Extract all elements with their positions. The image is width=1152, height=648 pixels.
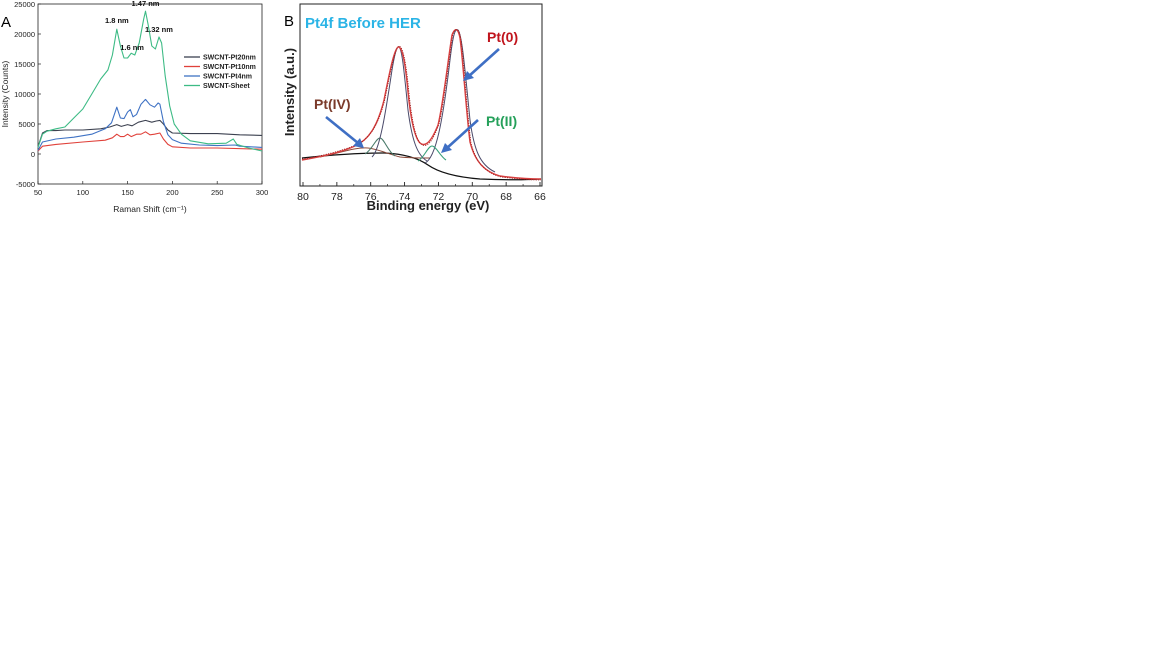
panel-b-arrowhead-pt0 (463, 71, 474, 81)
legend-label: SWCNT-Pt20nm (203, 55, 256, 62)
panel-b-letter: B (284, 13, 294, 30)
panel-a-letter: A (1, 14, 11, 31)
panel-b-arrow-pt2 (446, 119, 479, 149)
panel-a-series-line-swcnt-pt10nm (37, 131, 263, 152)
panel-a-series-line-swcnt-pt20nm (37, 119, 263, 147)
panel-a-chart: A 50 100 150 200 250 300 -5000 0 5000 10000 15000 2… (0, 0, 268, 214)
panel-a-x-tick-label: 200 (166, 188, 179, 197)
panel-b-pt0-peak-low-be (424, 29, 496, 173)
legend-label: SWCNT-Sheet (203, 83, 250, 90)
panel-b-arrowhead-pt2 (441, 143, 452, 153)
panel-b-pt-iv-component (319, 147, 431, 159)
panel-b-plot-frame (299, 3, 543, 187)
panel-b-arrow-pt4 (325, 115, 359, 145)
panel-a-y-tick-label: 0 (31, 150, 35, 159)
panel-a-x-tick-label: 50 (34, 188, 42, 197)
panel-b-label-pt4: Pt(IV) (314, 96, 351, 112)
panel-a-ticks: 50 100 150 200 250 300 -5000 0 5000 10000 15000 200… (14, 0, 268, 197)
panel-b-x-tick-label: 70 (466, 191, 478, 203)
panel-b-y-axis-title: Intensity (a.u.) (282, 48, 297, 136)
panel-b-label-pt2: Pt(II) (486, 113, 517, 129)
panel-b-x-tick-label: 72 (433, 191, 445, 203)
panel-b-ticks: 80 78 76 74 72 70 68 66 (297, 182, 546, 203)
panel-b-title: Pt4f Before HER (305, 15, 421, 32)
legend-label: SWCNT-Pt4nm (203, 74, 252, 81)
panel-b-x-tick-label: 76 (365, 191, 377, 203)
panel-b-arrowhead-pt4 (353, 138, 364, 148)
panel-a-y-tick-label: 10000 (14, 90, 35, 99)
panel-a-peak-label: 1.32 nm (145, 25, 173, 34)
panel-a-peak-label: 1.6 nm (120, 43, 144, 52)
panel-b-x-tick-label: 68 (500, 191, 512, 203)
panel-b-pt0-peak-high-be (371, 46, 428, 162)
panel-b-x-tick-label: 74 (399, 191, 411, 203)
panel-a-x-tick-label: 100 (77, 188, 90, 197)
panel-a-y-tick-label: 5000 (18, 120, 35, 129)
panel-a-y-tick-label: 15000 (14, 60, 35, 69)
legend-label: SWCNT-Pt10nm (203, 64, 256, 71)
panel-b-x-tick-label: 66 (534, 191, 546, 203)
panel-a-y-axis-title: Intensity (Counts) (0, 61, 10, 128)
panel-b-background-line (301, 152, 542, 181)
panel-b-x-tick-label: 80 (297, 191, 309, 203)
panel-a-peak-label: 1.8 nm (105, 16, 129, 25)
panel-a-peak-labels: 1.8 nm 1.6 nm 1.47 nm 1.32 nm (105, 0, 173, 52)
panel-b-fit-envelope (301, 29, 542, 180)
panel-a-x-axis-title: Raman Shift (cm⁻¹) (113, 204, 187, 214)
panel-b-arrow-pt0 (468, 48, 500, 77)
panel-a-y-tick-label: -5000 (16, 180, 35, 189)
panel-b-pt-ii-component (417, 145, 447, 162)
panel-b-chart: B Pt4f Before HER 80 78 76 74 72 70 68 66 Pt(0)… (282, 3, 546, 213)
panel-a-series-line-swcnt-sheet (37, 10, 263, 152)
panel-b-x-tick-label: 78 (331, 191, 343, 203)
panel-a-x-tick-label: 150 (121, 188, 134, 197)
panel-b-label-pt0: Pt(0) (487, 29, 518, 45)
panel-a-y-tick-label: 25000 (14, 0, 35, 9)
panel-a-x-tick-label: 250 (211, 188, 224, 197)
panel-b-x-axis-title: Binding energy (eV) (367, 198, 490, 213)
panel-a-peak-label: 1.47 nm (132, 0, 160, 8)
panel-a-series (37, 10, 263, 152)
panel-b-raw-data (301, 29, 542, 181)
panel-a-x-tick-label: 300 (256, 188, 269, 197)
panel-a-legend: SWCNT-Pt20nm SWCNT-Pt10nm SWCNT-Pt4nm SWCNT… (184, 55, 256, 90)
panel-a-series-line-swcnt-pt4nm (37, 98, 263, 151)
panel-a-y-tick-label: 20000 (14, 30, 35, 39)
